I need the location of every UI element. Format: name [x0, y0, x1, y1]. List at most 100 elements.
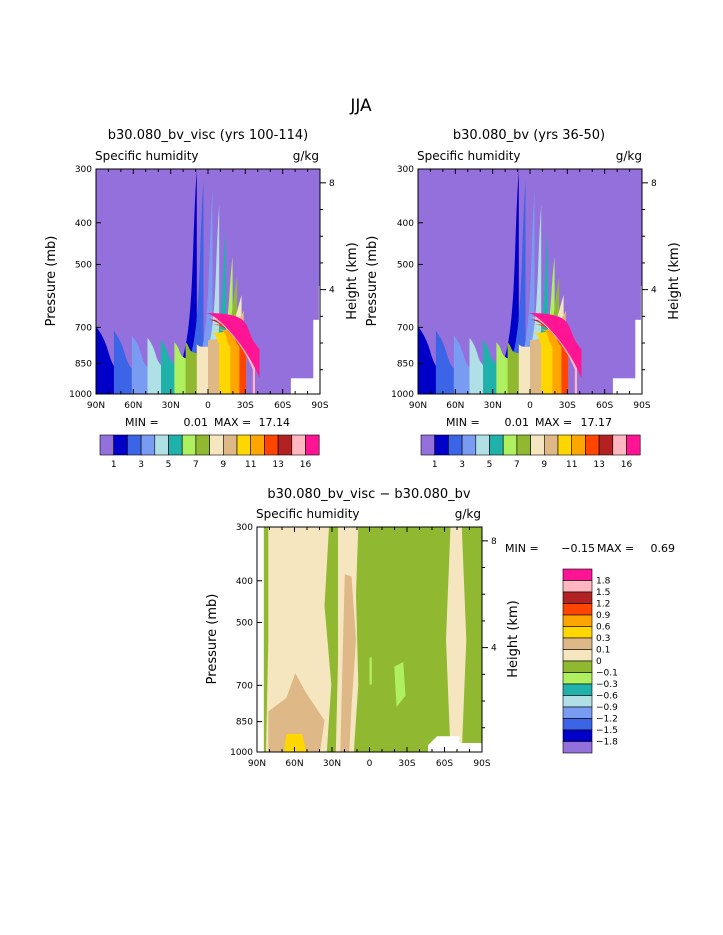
y-axis-label: Pressure (mb)	[365, 236, 380, 327]
diff-region-zero-south	[446, 527, 467, 752]
colorbar-label: 16	[621, 460, 633, 470]
colorbar-label: 9	[541, 460, 547, 470]
colorbar-label: −0.1	[596, 669, 618, 679]
panel-title: b30.080_bv_visc − b30.080_bv	[267, 487, 471, 502]
colorbar-label: 11	[245, 460, 256, 470]
colorbar-swatch	[562, 729, 593, 742]
colorbar-label: 3	[459, 460, 465, 470]
max-label: MAX =	[597, 542, 634, 555]
min-value: 0.01	[505, 416, 530, 429]
colorbar-swatch	[154, 434, 169, 456]
colorbar-label: 1.2	[596, 600, 610, 610]
colorbar-swatch	[562, 672, 593, 685]
colorbar: 1 3 5 7 9 11 13 16	[99, 434, 320, 470]
colorbar-swatch	[562, 591, 593, 604]
colorbar-swatch	[562, 695, 593, 708]
max-value: 0.69	[651, 542, 676, 555]
colorbar-swatch	[562, 649, 593, 662]
y-tick-label: 700	[75, 323, 92, 333]
y-axis-label: Pressure (mb)	[205, 594, 220, 685]
colorbar-swatch	[557, 434, 572, 456]
x-tick-label: 90S	[473, 759, 490, 769]
colorbar-label: −1.5	[596, 726, 618, 736]
diff-region-zero-north	[266, 527, 332, 752]
colorbar-label: −0.3	[596, 680, 618, 690]
panel-bv: b30.080_bv (yrs 36-50) Specific humidity…	[365, 128, 682, 470]
colorbar-label: 11	[566, 460, 577, 470]
variable-label: Specific humidity	[256, 507, 360, 521]
min-label: MIN =	[125, 416, 159, 429]
y-axis: 300 400 500 700 850 1000 8 4	[391, 165, 657, 400]
colorbar-swatch	[562, 580, 593, 593]
x-tick-label: 90S	[311, 401, 328, 411]
colorbar-swatch	[140, 434, 156, 456]
colorbar-swatch	[291, 434, 306, 456]
y-axis-right-label: Height (km)	[506, 600, 521, 677]
colorbar-swatch	[562, 718, 593, 731]
units-label: g/kg	[293, 149, 319, 163]
x-tick-label: 30S	[237, 401, 254, 411]
colorbar-label: −1.2	[596, 715, 618, 725]
y-tick-label: 850	[397, 360, 414, 370]
colorbar-swatch	[571, 434, 586, 456]
colorbar-label: 0.6	[596, 623, 611, 633]
colorbar-label: 0.3	[596, 634, 610, 644]
panel-difference: b30.080_bv_visc − b30.080_bv Specific hu…	[205, 487, 675, 769]
panel-title: b30.080_bv_visc (yrs 100-114)	[108, 128, 308, 143]
colorbar: 1 3 5 7 9 11 13 16	[420, 434, 641, 470]
colorbar-swatch	[562, 603, 593, 616]
colorbar-swatch	[305, 434, 320, 456]
x-tick-label: 90N	[248, 759, 266, 769]
colorbar-swatch	[562, 683, 593, 696]
x-tick-label: 30N	[323, 759, 341, 769]
variable-label: Specific humidity	[95, 149, 199, 163]
colorbar-swatch	[127, 434, 142, 456]
colorbar-swatch	[516, 434, 531, 456]
colorbar-label: 0	[596, 657, 602, 667]
x-tick-label: 30S	[559, 401, 576, 411]
y-tick-label: 400	[397, 219, 414, 229]
max-value: 17.17	[581, 416, 613, 429]
colorbar-swatch	[562, 660, 593, 673]
colorbar-swatch	[562, 741, 593, 754]
y-right-tick-label: 4	[491, 644, 497, 654]
max-label: MAX =	[535, 416, 572, 429]
colorbar-swatch	[562, 568, 593, 581]
min-label: MIN =	[505, 542, 539, 555]
diff-region-positive	[340, 574, 356, 752]
colorbar-swatch	[562, 637, 593, 650]
y-tick-label: 700	[236, 681, 253, 691]
y-tick-label: 850	[236, 718, 253, 728]
colorbar-label: 5	[487, 460, 493, 470]
colorbar-swatch	[489, 434, 504, 456]
colorbar-label: 7	[193, 460, 199, 470]
colorbar-label: 13	[272, 460, 283, 470]
colorbar-swatch	[461, 434, 477, 456]
y-right-tick-label: 4	[329, 286, 335, 296]
colorbar-swatch	[99, 434, 114, 456]
panel-visc: b30.080_bv_visc (yrs 100-114) Specific h…	[44, 128, 360, 470]
colorbar-swatch	[562, 614, 593, 627]
colorbar-swatch	[448, 434, 463, 456]
colorbar-swatch	[475, 434, 490, 456]
x-tick-label: 0	[205, 401, 211, 411]
y-tick-label: 300	[397, 165, 414, 175]
units-label: g/kg	[616, 149, 642, 163]
colorbar-label: −0.9	[596, 703, 618, 713]
colorbar-swatch	[195, 434, 210, 456]
y-tick-label: 500	[397, 260, 414, 270]
x-axis: 90N 60N 30N 0 30S 60S 90S	[248, 527, 491, 769]
x-tick-label: 0	[527, 401, 533, 411]
diff-region-positive	[268, 673, 325, 752]
y-tick-label: 850	[75, 360, 92, 370]
x-tick-label: 90N	[409, 401, 427, 411]
colorbar-swatch	[562, 626, 593, 639]
colorbar-label: 16	[300, 460, 312, 470]
x-tick-label: 60S	[596, 401, 613, 411]
diff-region-negative-pocket	[394, 662, 406, 707]
y-axis-right-label: Height (km)	[345, 242, 360, 319]
colorbar-label: 3	[138, 460, 144, 470]
x-tick-label: 60N	[446, 401, 464, 411]
colorbar-label: 1.5	[596, 588, 610, 598]
colorbar-swatch	[562, 706, 593, 719]
